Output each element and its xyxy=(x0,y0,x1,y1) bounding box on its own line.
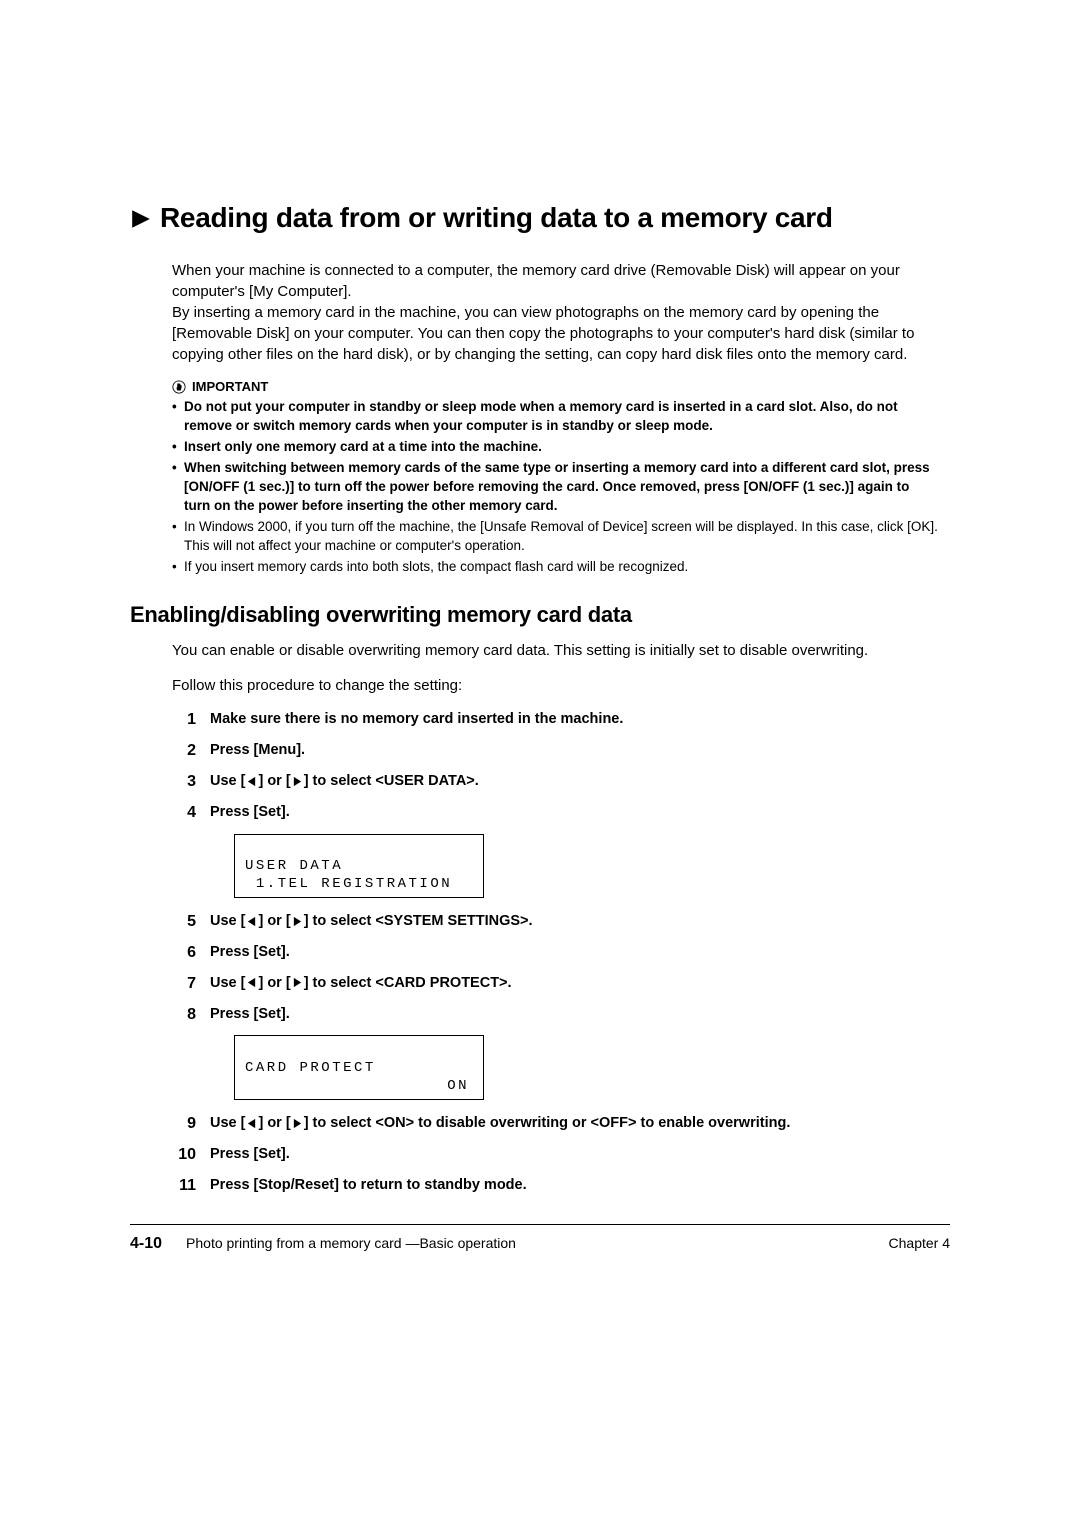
step-item: 3 Use [] or [] to select <USER DATA>. xyxy=(172,772,938,793)
step-number: 9 xyxy=(172,1114,196,1135)
step-number: 5 xyxy=(172,912,196,933)
lcd2-line2: ON xyxy=(447,1078,469,1094)
lcd2-line1: CARD PROTECT xyxy=(245,1060,376,1076)
step-text: Use [] or [] to select <ON> to disable o… xyxy=(210,1114,938,1135)
subsection-title: Enabling/disabling overwriting memory ca… xyxy=(130,602,950,628)
step-text: Use [] or [] to select <USER DATA>. xyxy=(210,772,938,793)
step-text: Use [] or [] to select <SYSTEM SETTINGS>… xyxy=(210,912,938,933)
step-text: Press [Set]. xyxy=(210,943,938,964)
lcd1-line2: 1.TEL REGISTRATION xyxy=(245,876,452,892)
footer-center-text: Photo printing from a memory card —Basic… xyxy=(186,1235,888,1251)
step-number: 7 xyxy=(172,974,196,995)
step-text: Press [Set]. xyxy=(210,803,938,824)
step-item: 2 Press [Menu]. xyxy=(172,741,938,762)
right-arrow-icon xyxy=(292,977,303,988)
section-title-row: Reading data from or writing data to a m… xyxy=(130,200,950,236)
hand-icon xyxy=(172,380,186,394)
lcd1-line1: USER DATA xyxy=(245,858,343,874)
step-item: 10 Press [Set]. xyxy=(172,1145,938,1166)
step-text: Press [Menu]. xyxy=(210,741,938,762)
step-number: 6 xyxy=(172,943,196,964)
section-body: When your machine is connected to a comp… xyxy=(130,260,950,576)
important-list: Do not put your computer in standby or s… xyxy=(172,398,938,576)
section-title: Reading data from or writing data to a m… xyxy=(160,200,833,236)
step-item: 5 Use [] or [] to select <SYSTEM SETTINGS… xyxy=(172,912,938,933)
important-item: Do not put your computer in standby or s… xyxy=(172,398,938,436)
step-number: 4 xyxy=(172,803,196,824)
step-item: 11 Press [Stop/Reset] to return to standb… xyxy=(172,1176,938,1197)
important-item: Insert only one memory card at a time in… xyxy=(172,438,938,457)
title-arrow-icon xyxy=(130,200,152,235)
step-item: 7 Use [] or [] to select <CARD PROTECT>. xyxy=(172,974,938,995)
important-item: When switching between memory cards of t… xyxy=(172,459,938,516)
page-number: 4-10 xyxy=(130,1235,162,1253)
step-number: 1 xyxy=(172,710,196,731)
step-text: Use [] or [] to select <CARD PROTECT>. xyxy=(210,974,938,995)
subsection-text-2: Follow this procedure to change the sett… xyxy=(172,675,938,696)
step-number: 10 xyxy=(172,1145,196,1166)
right-arrow-icon xyxy=(292,1118,303,1129)
step-item: 9 Use [] or [] to select <ON> to disable … xyxy=(172,1114,938,1135)
important-item: If you insert memory cards into both slo… xyxy=(172,558,938,577)
footer-chapter: Chapter 4 xyxy=(889,1235,950,1251)
step-item: 4 Press [Set]. xyxy=(172,803,938,824)
right-arrow-icon xyxy=(292,916,303,927)
step-text: Press [Set]. xyxy=(210,1145,938,1166)
subsection-body: You can enable or disable overwriting me… xyxy=(130,640,950,1196)
intro-paragraph: When your machine is connected to a comp… xyxy=(172,260,938,365)
step-item: 1 Make sure there is no memory card inser… xyxy=(172,710,938,731)
step-text: Press [Stop/Reset] to return to standby … xyxy=(210,1176,938,1197)
right-arrow-icon xyxy=(292,776,303,787)
lcd-display-2: CARD PROTECT ON xyxy=(234,1035,484,1100)
important-header: IMPORTANT xyxy=(172,379,938,394)
steps-list-2: 5 Use [] or [] to select <SYSTEM SETTINGS… xyxy=(172,912,938,1025)
step-text: Make sure there is no memory card insert… xyxy=(210,710,938,731)
left-arrow-icon xyxy=(246,776,257,787)
lcd-display-1: USER DATA 1.TEL REGISTRATION xyxy=(234,834,484,899)
left-arrow-icon xyxy=(246,977,257,988)
steps-list-3: 9 Use [] or [] to select <ON> to disable … xyxy=(172,1114,938,1196)
steps-list-1: 1 Make sure there is no memory card inser… xyxy=(172,710,938,823)
step-number: 11 xyxy=(172,1176,196,1197)
step-item: 8 Press [Set]. xyxy=(172,1005,938,1026)
step-text: Press [Set]. xyxy=(210,1005,938,1026)
step-number: 3 xyxy=(172,772,196,793)
subsection-text-1: You can enable or disable overwriting me… xyxy=(172,640,938,661)
step-number: 8 xyxy=(172,1005,196,1026)
step-number: 2 xyxy=(172,741,196,762)
page-footer: 4-10 Photo printing from a memory card —… xyxy=(130,1224,950,1253)
left-arrow-icon xyxy=(246,916,257,927)
left-arrow-icon xyxy=(246,1118,257,1129)
important-item: In Windows 2000, if you turn off the mac… xyxy=(172,518,938,556)
step-item: 6 Press [Set]. xyxy=(172,943,938,964)
important-label: IMPORTANT xyxy=(192,379,268,394)
